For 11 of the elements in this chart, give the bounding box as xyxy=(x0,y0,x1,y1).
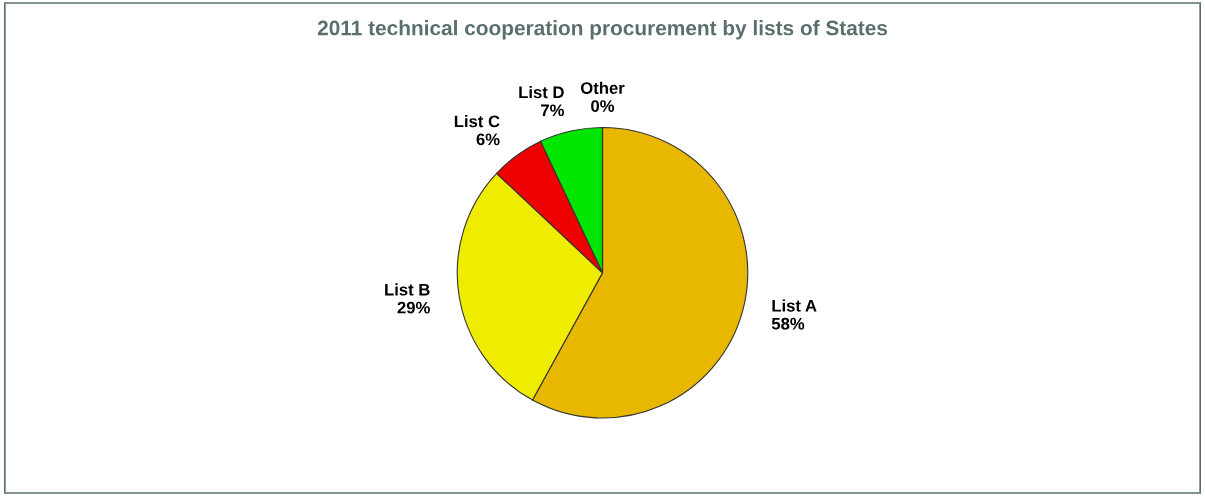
data-label: 29% xyxy=(397,301,430,314)
data-label: 6% xyxy=(476,133,500,146)
category-label: Other xyxy=(580,81,625,94)
slice-label: List C xyxy=(454,115,500,128)
data-label: 7% xyxy=(541,104,565,117)
slice-label: List B xyxy=(385,283,430,296)
slice-label: List A xyxy=(772,299,817,312)
chart-title: 2011 technical cooperation procurement by lists of States xyxy=(317,20,888,40)
data-label: 58% xyxy=(771,317,805,330)
slice-label: List D xyxy=(519,85,564,99)
text: 0% xyxy=(591,100,615,112)
